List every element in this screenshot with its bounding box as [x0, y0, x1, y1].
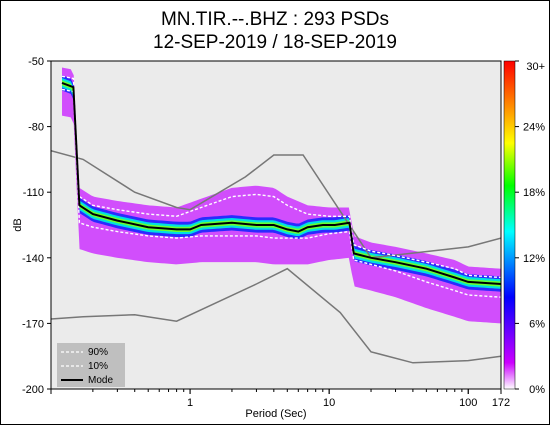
colorbar-label: 12% [523, 253, 545, 265]
x-tick-label: 1 [187, 397, 193, 409]
y-tick-label: -170 [22, 318, 44, 330]
series-line-10pct [61, 88, 501, 298]
series-line-nlnm [51, 267, 501, 364]
x-axis-label: Period (Sec) [245, 408, 306, 420]
legend-mode-label: Mode [88, 375, 113, 386]
y-tick-label: -140 [22, 253, 44, 265]
colorbar-label: 0% [529, 384, 545, 396]
psd-density-layer [62, 67, 501, 324]
y-axis-label: dB [12, 218, 24, 231]
colorbar-label: 18% [523, 187, 545, 199]
chart-subtitle: 12-SEP-2019 / 18-SEP-2019 [153, 32, 397, 53]
colorbar [503, 60, 516, 390]
series-line-nhnm [51, 149, 501, 259]
y-tick-label: -80 [28, 122, 44, 134]
legend-90-label: 90% [88, 347, 108, 358]
x-tick-label: 100 [459, 397, 477, 409]
plot-border [50, 60, 502, 390]
series-line-mode [61, 81, 501, 285]
y-axis: -50 -80 -110 -140 -170 -200 [22, 56, 51, 396]
x-tick-label: 10 [323, 397, 335, 409]
percentile-lines [51, 75, 501, 364]
colorbar-label: 30+ [526, 61, 545, 73]
x-tick-label: 172 [492, 397, 510, 409]
colorbar-labels: 0% 6% 12% 18% 24% 30+ [515, 60, 545, 396]
colorbar-label: 6% [529, 318, 545, 330]
y-tick-label: -50 [28, 56, 44, 68]
colorbar-label: 24% [523, 122, 545, 134]
y-tick-label: -200 [22, 384, 44, 396]
y-tick-label: -110 [23, 187, 44, 199]
chart-title: MN.TIR.--.BHZ : 293 PSDs [160, 9, 390, 30]
x-axis: 1 10 100 172 [50, 389, 510, 409]
legend-10-label: 10% [88, 361, 108, 372]
legend: 90% 10% Mode [57, 343, 125, 387]
